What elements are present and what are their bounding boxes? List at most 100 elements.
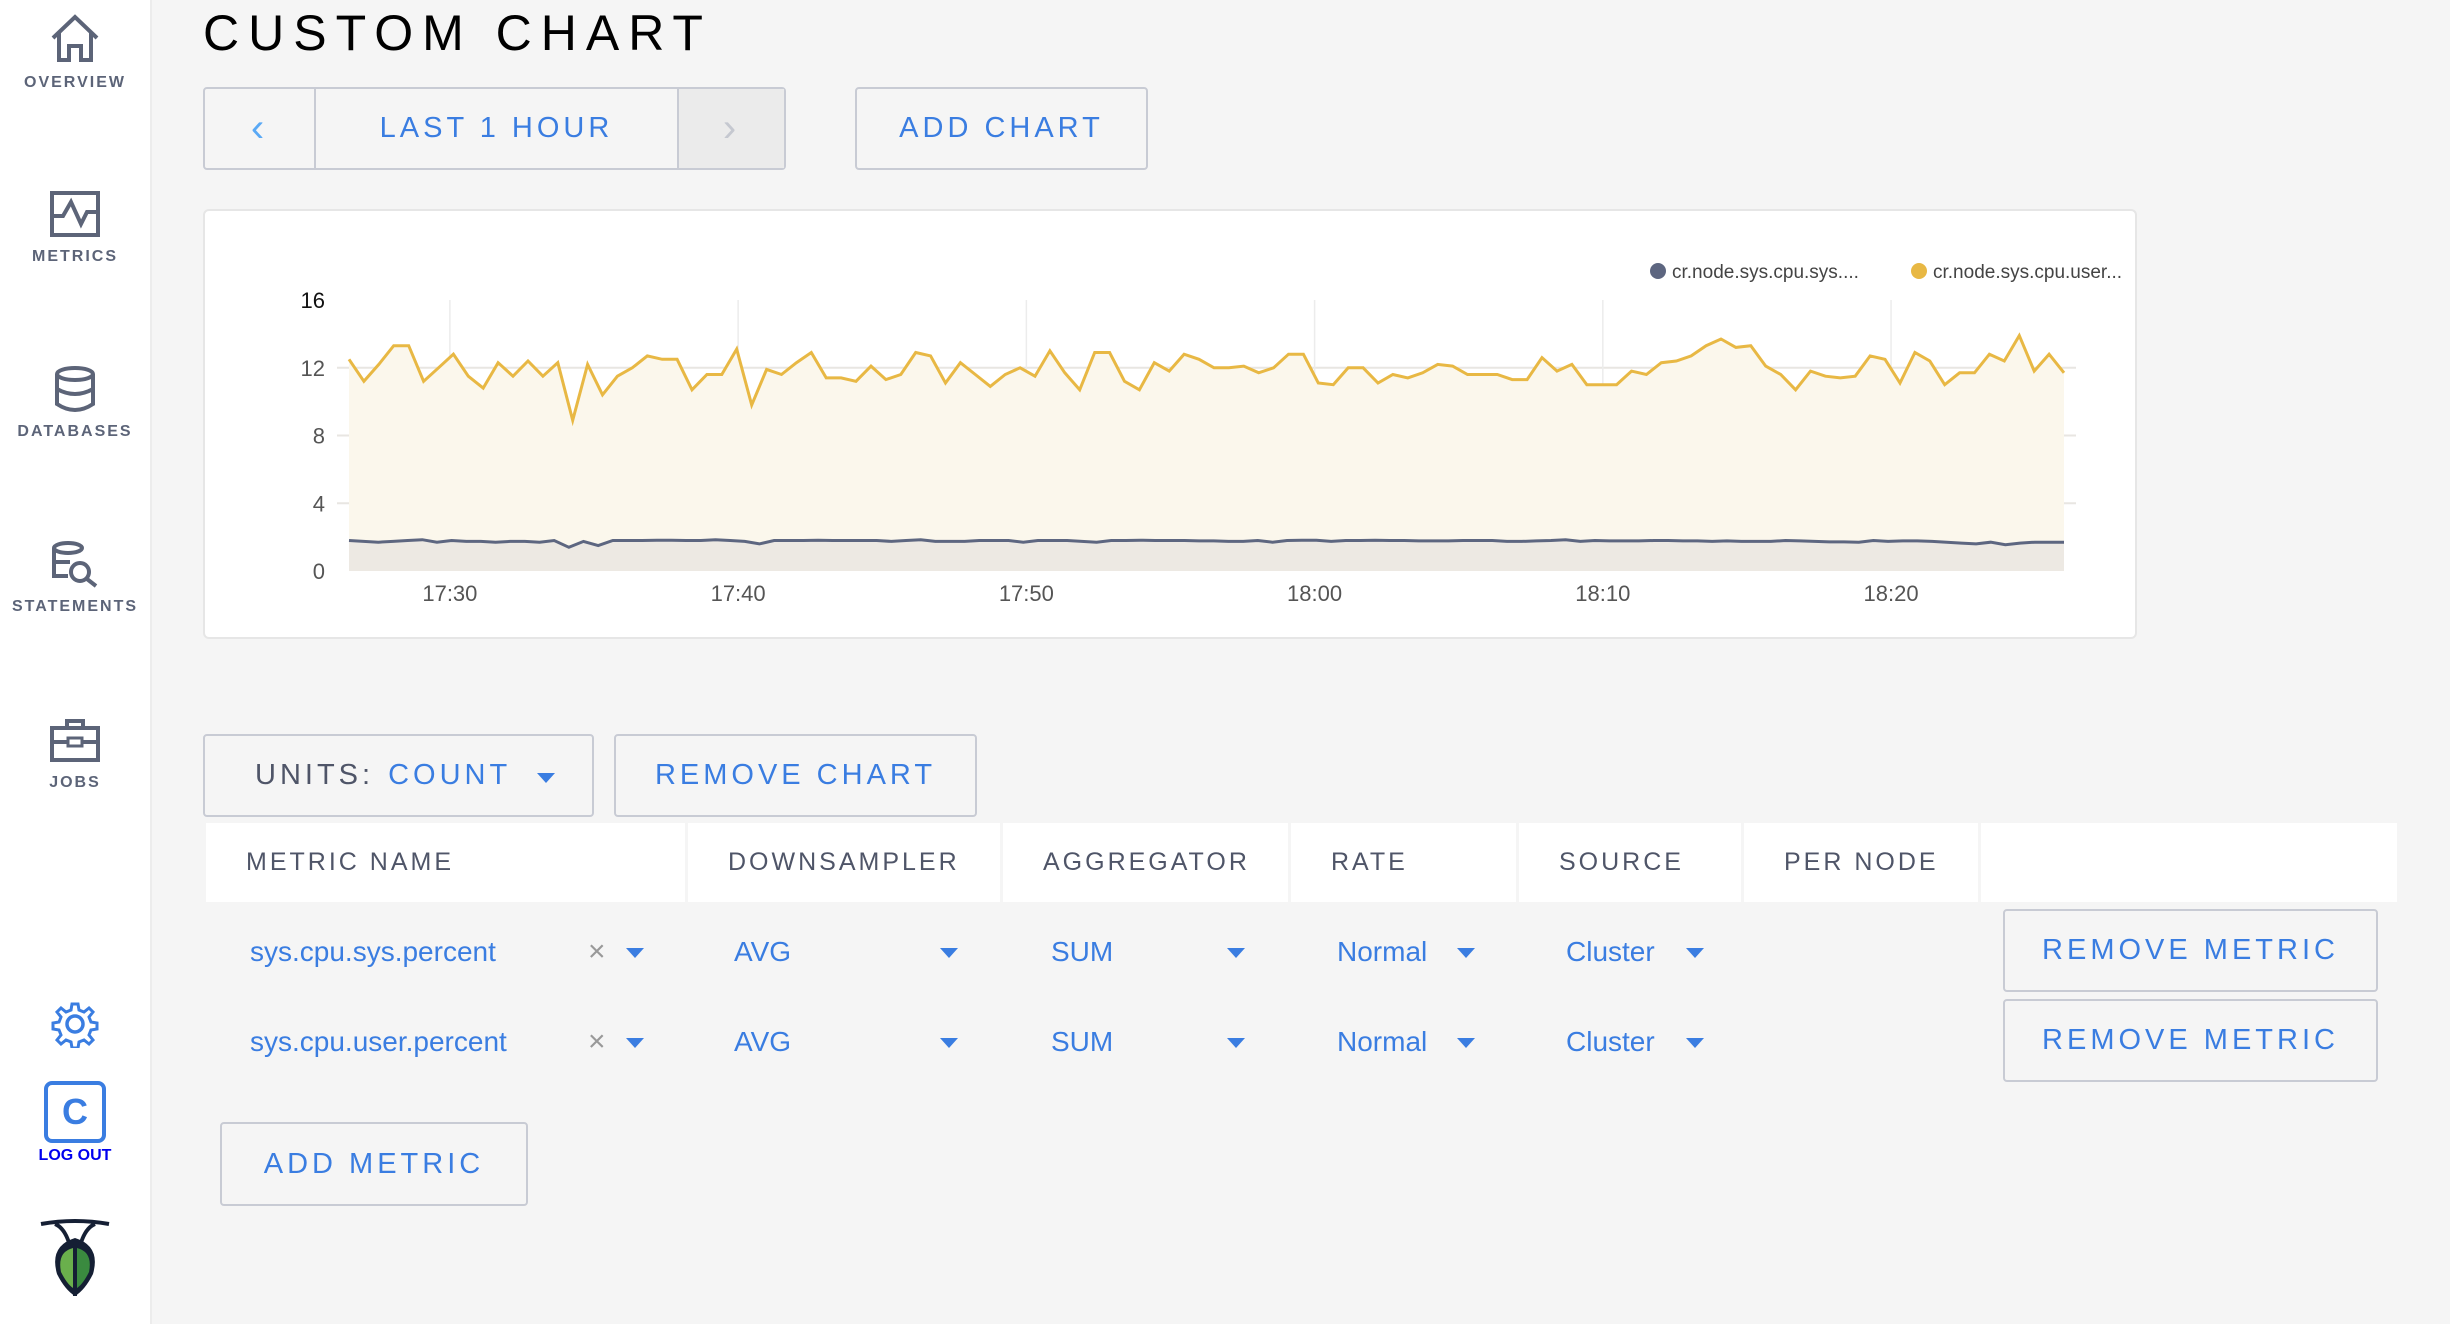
chevron-down-icon <box>1227 948 1245 958</box>
remove-metric-button[interactable]: REMOVE METRIC <box>2003 999 2378 1082</box>
metric-chevron-down-icon[interactable] <box>626 948 644 958</box>
aggregator-select[interactable]: SUM <box>1051 1002 1301 1082</box>
metric-name: sys.cpu.sys.percent <box>250 936 496 967</box>
y-tick-label: 4 <box>313 491 325 516</box>
sidebar-item-statements[interactable]: STATEMENTS <box>0 540 150 616</box>
database-icon <box>55 366 95 412</box>
x-tick-label: 17:40 <box>711 581 766 606</box>
add-metric-button[interactable]: ADD METRIC <box>220 1122 528 1206</box>
cockroach-logo-icon <box>40 1219 110 1297</box>
downsampler-value: AVG <box>734 936 792 967</box>
source-value: Cluster <box>1566 1026 1655 1057</box>
sidebar: OVERVIEW METRICS DATABASES STATEMENTS JO… <box>0 0 152 1324</box>
remove-metric-button[interactable]: REMOVE METRIC <box>2003 909 2378 992</box>
legend-label: cr.node.sys.cpu.user... <box>1933 262 2122 283</box>
page-title: CUSTOM CHART <box>203 5 712 61</box>
column-header: RATE <box>1291 823 1516 902</box>
y-tick-label: 16 <box>301 288 325 313</box>
time-range-button[interactable]: LAST 1 HOUR <box>379 112 614 144</box>
downsampler-value: AVG <box>734 1026 792 1057</box>
metrics-table-header: METRIC NAME DOWNSAMPLER AGGREGATOR RATE … <box>206 823 2397 902</box>
x-tick-label: 17:50 <box>999 581 1054 606</box>
gear-icon <box>51 1002 99 1048</box>
y-tick-label: 8 <box>313 424 325 449</box>
column-header: SOURCE <box>1519 823 1741 902</box>
x-tick-label: 18:00 <box>1287 581 1342 606</box>
sidebar-item-label: DATABASES <box>17 423 133 440</box>
chevron-down-icon <box>1457 1038 1475 1048</box>
source-select[interactable]: Cluster <box>1566 912 1766 992</box>
source-select[interactable]: Cluster <box>1566 1002 1766 1082</box>
series-line-1 <box>347 332 2066 427</box>
rate-select[interactable]: Normal <box>1337 912 1537 992</box>
column-header: AGGREGATOR <box>1003 823 1288 902</box>
x-tick-label: 18:10 <box>1575 581 1630 606</box>
chevron-down-icon <box>940 1038 958 1048</box>
downsampler-select[interactable]: AVG <box>734 1002 974 1082</box>
metrics-icon <box>50 191 100 237</box>
sidebar-item-overview[interactable]: OVERVIEW <box>0 14 150 92</box>
chevron-down-icon <box>940 948 958 958</box>
metric-name-select[interactable]: sys.cpu.sys.percent <box>250 912 496 992</box>
sidebar-item-metrics[interactable]: METRICS <box>0 190 150 266</box>
x-tick-label: 17:30 <box>422 581 477 606</box>
column-header: PER NODE <box>1744 823 1978 902</box>
units-value: COUNT <box>388 759 512 791</box>
logout-button[interactable]: C LOG OUT <box>0 1081 150 1165</box>
remove-chart-button[interactable]: REMOVE CHART <box>614 734 977 817</box>
column-header <box>1981 823 2397 902</box>
metric-chevron-down-icon[interactable] <box>626 1038 644 1048</box>
x-tick-label: 18:20 <box>1864 581 1919 606</box>
logout-label: LOG OUT <box>38 1147 112 1164</box>
legend-label: cr.node.sys.cpu.sys.... <box>1672 262 1859 283</box>
series-area-0 <box>349 539 2064 571</box>
units-label: UNITS: <box>255 759 375 791</box>
sidebar-item-databases[interactable]: DATABASES <box>0 365 150 441</box>
rate-value: Normal <box>1337 936 1428 967</box>
column-header: METRIC NAME <box>206 823 685 902</box>
statements-icon <box>52 541 98 588</box>
metric-name: sys.cpu.user.percent <box>250 1026 507 1057</box>
source-value: Cluster <box>1566 936 1655 967</box>
series-line-0 <box>348 538 2064 549</box>
user-avatar: C <box>44 1081 106 1143</box>
downsampler-select[interactable]: AVG <box>734 912 974 992</box>
rate-value: Normal <box>1337 1026 1428 1057</box>
legend-marker <box>1650 263 1666 279</box>
sidebar-item-label: JOBS <box>49 774 101 791</box>
y-tick-label: 12 <box>301 356 325 381</box>
chevron-down-icon <box>1457 948 1475 958</box>
units-dropdown[interactable]: UNITS: COUNT <box>203 734 594 817</box>
sidebar-item-label: METRICS <box>32 248 118 265</box>
clear-metric-icon[interactable]: × <box>588 935 606 968</box>
legend-marker <box>1911 263 1927 279</box>
aggregator-select[interactable]: SUM <box>1051 912 1301 992</box>
jobs-icon <box>50 719 100 762</box>
aggregator-value: SUM <box>1051 1026 1114 1057</box>
aggregator-value: SUM <box>1051 936 1114 967</box>
prev-time-button[interactable]: ‹ <box>205 89 316 168</box>
rate-select[interactable]: Normal <box>1337 1002 1537 1082</box>
clear-metric-icon[interactable]: × <box>588 1025 606 1058</box>
series-area-1 <box>349 335 2064 571</box>
add-chart-button[interactable]: ADD CHART <box>855 87 1148 170</box>
chevron-down-icon <box>1686 1038 1704 1048</box>
cockroach-logo <box>0 1218 150 1298</box>
chevron-down-icon <box>1227 1038 1245 1048</box>
column-header: DOWNSAMPLER <box>688 823 1000 902</box>
settings-button[interactable] <box>0 1000 150 1048</box>
y-tick-label: 0 <box>313 559 325 584</box>
chevron-down-icon <box>1686 948 1704 958</box>
table-row: sys.cpu.user.percent × AVG SUM Normal Cl… <box>206 999 2397 1082</box>
metric-name-select[interactable]: sys.cpu.user.percent <box>250 1002 507 1082</box>
next-time-button[interactable]: › <box>677 89 784 168</box>
home-icon <box>51 14 99 62</box>
line-chart: 0 4 8 12 16 17:30 17:40 17:50 18:00 18:10 18:20 cr.… <box>301 262 2123 606</box>
sidebar-item-label: OVERVIEW <box>24 74 126 91</box>
sidebar-item-label: STATEMENTS <box>11 598 139 615</box>
table-row: sys.cpu.sys.percent × AVG SUM Normal Clu… <box>206 909 2397 992</box>
time-range-selector: ‹ LAST 1 HOUR › <box>203 87 786 170</box>
sidebar-item-jobs[interactable]: JOBS <box>0 718 150 792</box>
chevron-down-icon <box>537 773 555 783</box>
chart-card: 0 4 8 12 16 17:30 17:40 17:50 18:00 18:10 18:20 cr.… <box>203 209 2137 639</box>
